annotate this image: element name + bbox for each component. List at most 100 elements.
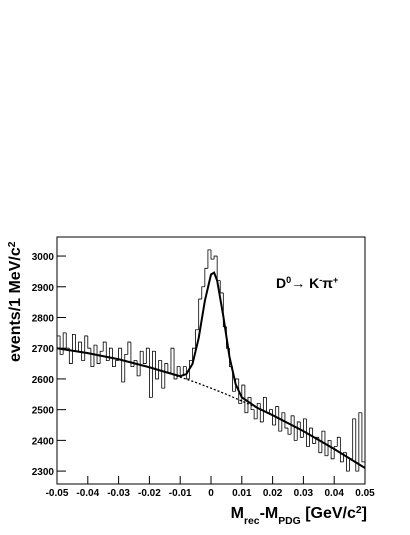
histogram-bin <box>149 348 153 398</box>
histogram-bin <box>84 335 88 361</box>
y-tick-label: 2500 <box>32 406 55 417</box>
x-axis-label-part: [GeV/c <box>301 505 356 522</box>
x-tick-label: -0.03 <box>107 488 130 499</box>
x-tick-label: -0.05 <box>46 488 69 499</box>
histogram-bin <box>296 421 301 441</box>
histogram-bin <box>253 409 258 420</box>
histogram-bin <box>108 347 113 361</box>
histogram-bin <box>118 347 122 361</box>
x-tick-label: -0.01 <box>169 488 192 499</box>
histogram-bin <box>133 360 138 367</box>
histogram-bin <box>62 332 67 355</box>
histogram-bin <box>124 353 128 383</box>
annotation-part: π <box>322 275 333 291</box>
annotation-part: - <box>319 275 322 285</box>
histogram-bin <box>155 351 159 380</box>
histogram-bin <box>309 427 313 447</box>
histogram-bin <box>281 412 285 432</box>
histogram-bin <box>173 348 178 380</box>
histogram-bin <box>139 350 144 376</box>
histogram-bin <box>256 403 261 419</box>
histogram-bin <box>90 348 94 368</box>
y-axis-label-part: 2 <box>7 241 18 247</box>
histogram-bin <box>336 436 341 447</box>
histogram-bin <box>324 431 329 457</box>
histogram-bin <box>105 342 110 361</box>
histogram-bin <box>130 342 134 368</box>
y-tick-label: 3000 <box>32 252 55 263</box>
histogram-bin <box>355 418 359 472</box>
histogram-bin <box>318 437 322 454</box>
histogram-bin <box>321 430 325 453</box>
histogram-bin <box>81 342 85 361</box>
y-tick-label: 2700 <box>32 344 55 355</box>
x-axis-label: Mrec-MPDG [GeV/c2] <box>231 505 367 527</box>
histogram-bin <box>185 366 190 380</box>
histogram-bin <box>96 345 101 364</box>
x-tick-label: -0.04 <box>76 488 99 499</box>
histogram-bin <box>201 286 205 300</box>
y-tick-label: 2800 <box>32 313 55 324</box>
histogram-bin <box>290 415 295 435</box>
histogram-bin <box>68 348 73 364</box>
histogram-bin <box>284 412 288 429</box>
histogram-bin <box>167 363 171 374</box>
histogram-bin <box>247 396 252 413</box>
annotation-part: + <box>333 275 338 285</box>
histogram-bin <box>278 406 282 432</box>
histogram-bin <box>361 412 365 463</box>
histogram-bin <box>339 437 344 463</box>
x-tick-label: -0.02 <box>138 488 161 499</box>
histogram-bin <box>250 397 255 411</box>
x-tick-label: 0.01 <box>232 488 252 499</box>
y-tick-label: 2400 <box>32 436 55 447</box>
histogram-bin <box>164 363 168 389</box>
histogram-bin <box>59 335 64 355</box>
histogram-bin <box>170 347 175 373</box>
histogram-bin <box>142 351 147 364</box>
histogram-bin <box>213 255 218 260</box>
histogram-bin <box>352 418 356 459</box>
histogram-bin <box>152 350 156 398</box>
histogram-bin <box>161 360 165 389</box>
histogram-bin <box>333 446 338 459</box>
histogram-bin <box>262 396 267 422</box>
x-axis-label-part: PDG <box>278 516 301 527</box>
histogram-bin <box>99 350 104 364</box>
histogram-bin <box>287 428 292 435</box>
histogram-bin <box>115 360 119 367</box>
histogram-bin <box>176 366 181 379</box>
annotation-part: 0 <box>286 275 291 285</box>
annotation: D0→ K-π+ <box>276 275 338 291</box>
y-tick-label: 2300 <box>32 467 55 478</box>
histogram-bin <box>358 412 362 472</box>
annotation-part: D <box>276 275 286 291</box>
histogram-bin <box>216 256 221 282</box>
histogram-bin <box>343 452 347 462</box>
histogram-bin <box>244 385 248 414</box>
x-axis-label-part: ] <box>362 505 367 522</box>
histogram-bin <box>189 360 193 379</box>
x-tick-label: 0.04 <box>324 488 344 499</box>
histogram-bin <box>235 378 239 392</box>
histogram-bin <box>102 341 107 352</box>
x-axis-label-part: rec <box>244 516 260 527</box>
histogram-bin <box>275 406 279 426</box>
histogram-bin <box>72 333 76 364</box>
x-tick-label: 0.05 <box>355 488 375 499</box>
histogram-bin <box>299 421 304 438</box>
histogram-bin <box>87 335 91 349</box>
histogram-bin <box>266 397 270 414</box>
y-tick-label: 2600 <box>32 375 55 386</box>
histogram-bin <box>192 347 196 361</box>
histogram-bin <box>198 298 202 330</box>
histogram-bin <box>207 249 211 269</box>
histogram-bin <box>136 360 141 377</box>
x-axis-label-part: 2 <box>356 505 362 516</box>
fit-curve <box>56 271 366 469</box>
y-axis-label: events/1 MeV/c2 <box>7 241 25 362</box>
histogram-bin <box>65 332 70 349</box>
histogram-bin <box>210 249 215 260</box>
histogram-bin <box>312 428 316 444</box>
